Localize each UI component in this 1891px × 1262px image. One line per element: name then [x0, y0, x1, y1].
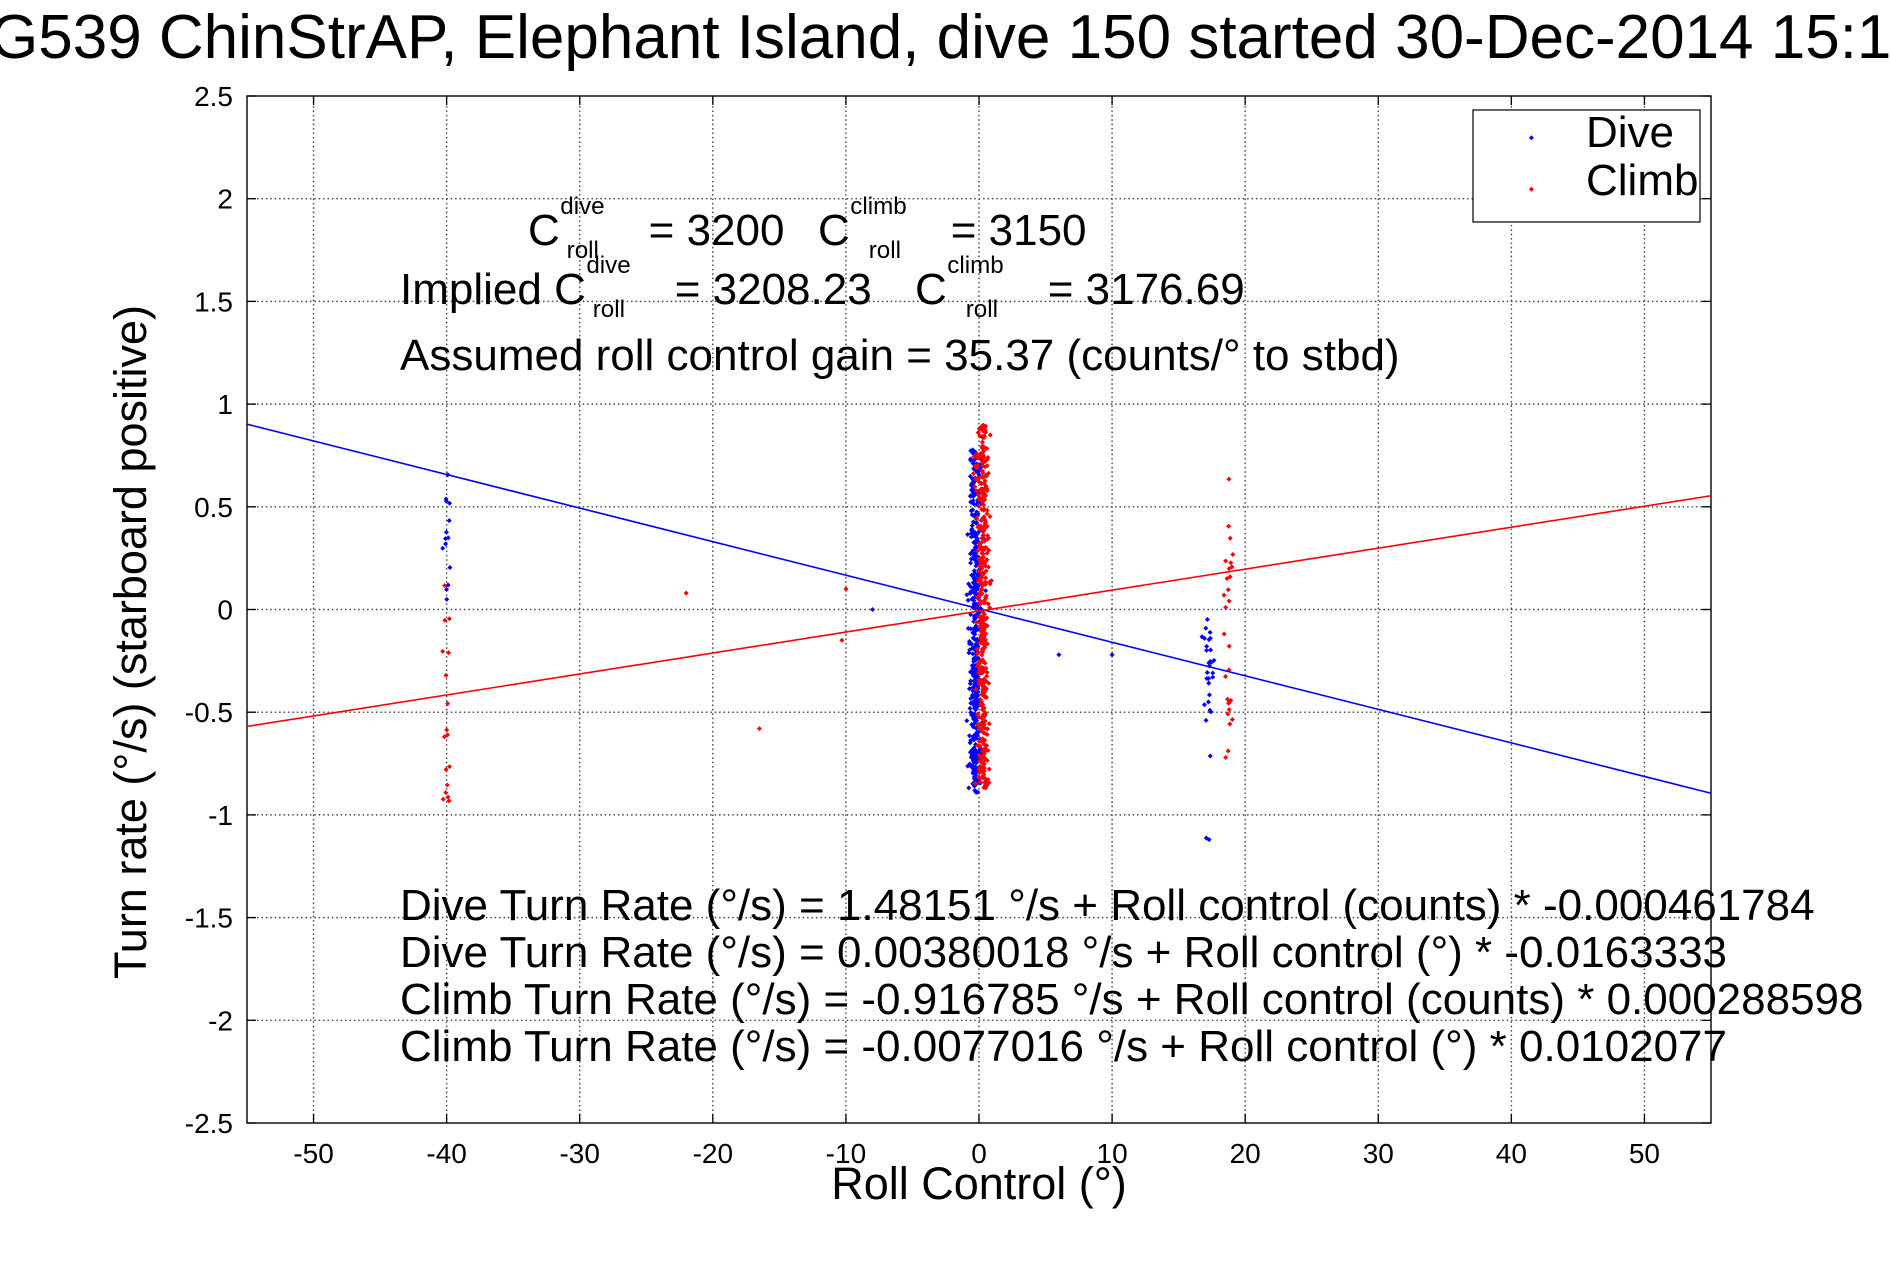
svg-text:-2.5: -2.5 [185, 1108, 233, 1139]
svg-text:-50: -50 [293, 1138, 333, 1169]
svg-text:-1: -1 [208, 800, 233, 831]
svg-text:0.5: 0.5 [194, 492, 233, 523]
svg-text:20: 20 [1230, 1138, 1261, 1169]
svg-text:1: 1 [217, 389, 233, 420]
svg-text:40: 40 [1496, 1138, 1527, 1169]
svg-text:2.5: 2.5 [194, 81, 233, 112]
svg-text:-30: -30 [559, 1138, 599, 1169]
svg-text:2: 2 [217, 184, 233, 215]
svg-text:-40: -40 [426, 1138, 466, 1169]
svg-text:-1.5: -1.5 [185, 903, 233, 934]
svg-text:50: 50 [1629, 1138, 1660, 1169]
svg-text:0: 0 [217, 595, 233, 626]
svg-text:-0.5: -0.5 [185, 697, 233, 728]
svg-text:-2: -2 [208, 1005, 233, 1036]
svg-text:-20: -20 [693, 1138, 733, 1169]
svg-text:1.5: 1.5 [194, 286, 233, 317]
svg-text:30: 30 [1363, 1138, 1394, 1169]
